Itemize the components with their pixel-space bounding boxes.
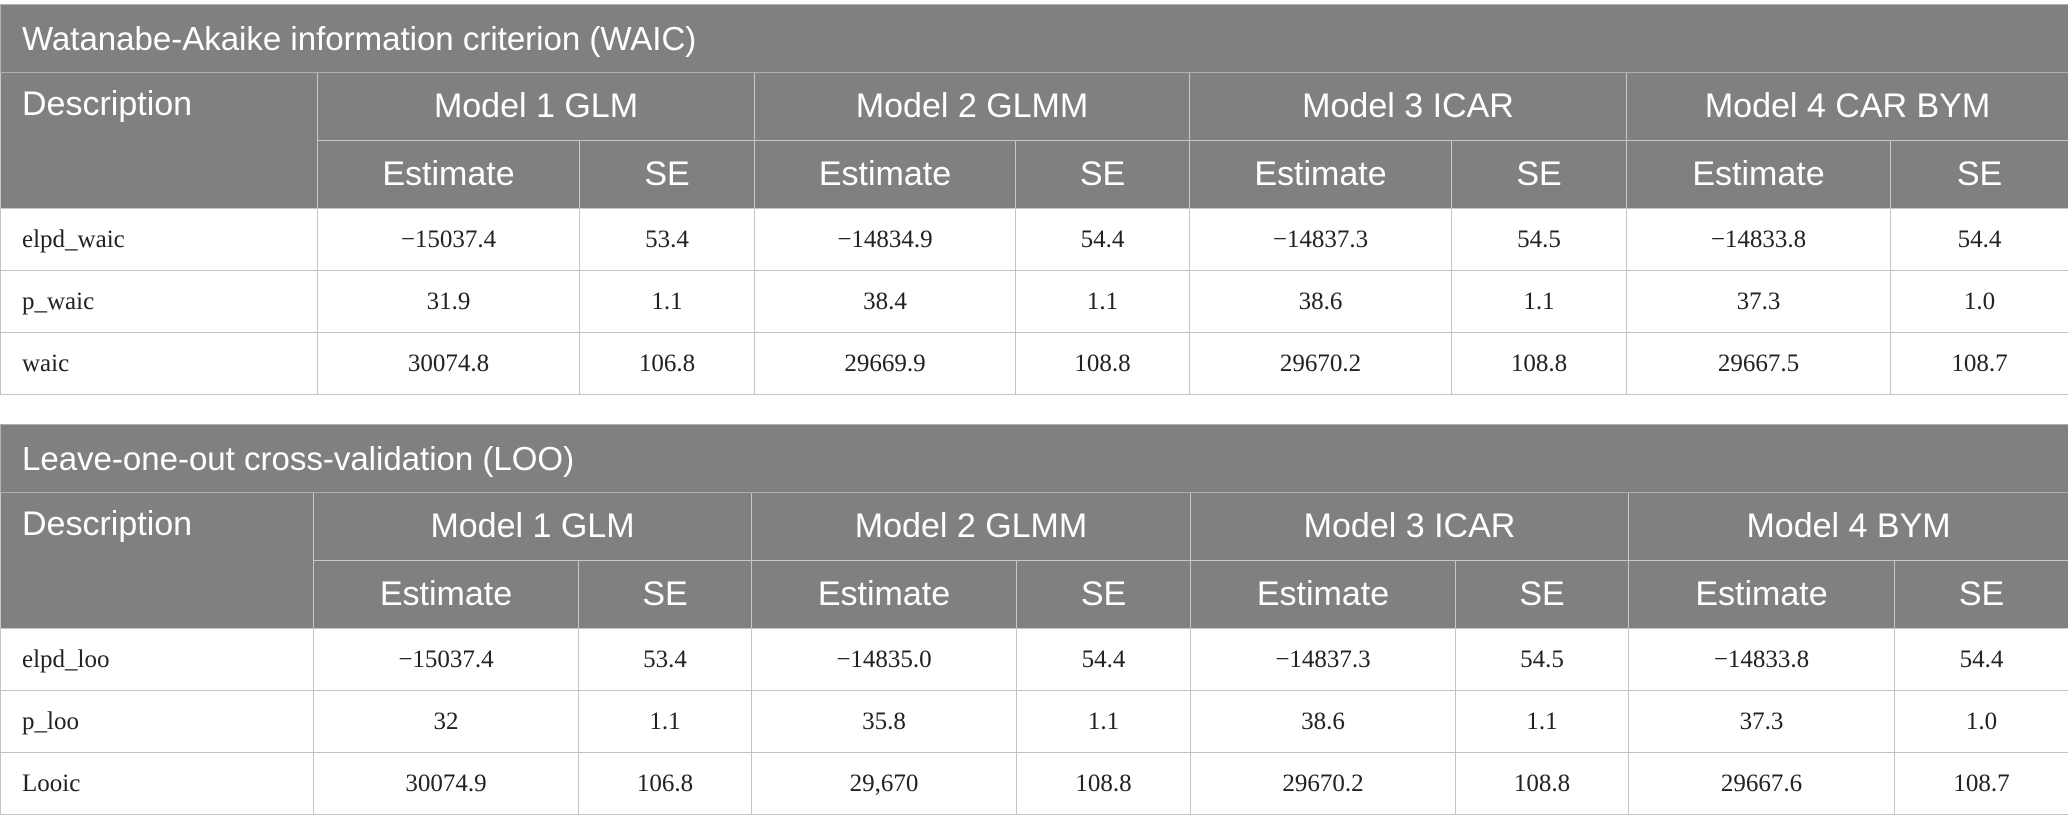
data-row: elpd_waic −15037.4 53.4 −14834.9 54.4 −14837.… <box>0 208 2068 271</box>
cell-value: 30074.8 <box>317 332 580 395</box>
sub-header-row: Estimate SE Estimate SE Estimate SE Estimate SE <box>1 140 2068 209</box>
cell-value: 54.4 <box>1893 628 2068 691</box>
cell-value: 29670.2 <box>1190 752 1456 815</box>
cell-value: 54.5 <box>1455 628 1629 691</box>
cell-value: 29670.2 <box>1189 332 1452 395</box>
cell-value: 1.1 <box>578 690 752 753</box>
cell-value: 38.6 <box>1189 270 1452 333</box>
cell-value: −15037.4 <box>313 628 579 691</box>
model-header: Model 1 GLM <box>317 72 755 141</box>
cell-value: 108.8 <box>1015 332 1190 395</box>
cell-value: 108.7 <box>1893 752 2068 815</box>
cell-value: 53.4 <box>578 628 752 691</box>
model-header: Model 1 GLM <box>313 492 752 561</box>
cell-value: −14833.8 <box>1626 208 1891 271</box>
data-table: Leave-one-out cross-validation (LOO) Desc… <box>0 424 2068 815</box>
cell-value: 37.3 <box>1628 690 1895 753</box>
title-row: Watanabe-Akaike information criterion (W… <box>0 4 2068 73</box>
row-label: p_waic <box>0 270 318 333</box>
waic-table-wrap: Watanabe-Akaike information criterion (W… <box>0 4 2068 395</box>
sub-header: SE <box>578 560 752 629</box>
sub-header: Estimate <box>1189 140 1452 209</box>
cell-value: −14835.0 <box>751 628 1017 691</box>
cell-value: 37.3 <box>1626 270 1891 333</box>
cell-value: 29669.9 <box>754 332 1016 395</box>
data-row: Looic 30074.9 106.8 29,670 108.8 29670.2 108.8… <box>0 752 2068 815</box>
sub-header: Estimate <box>1628 560 1895 629</box>
loo-table-wrap: Leave-one-out cross-validation (LOO) Desc… <box>0 424 2068 815</box>
sub-header: SE <box>1455 560 1629 629</box>
sub-header: Estimate <box>1190 560 1456 629</box>
cell-value: 54.4 <box>1016 628 1191 691</box>
row-label: p_loo <box>0 690 314 753</box>
model-header: Model 4 CAR BYM <box>1625 72 2068 141</box>
cell-value: 54.4 <box>1889 208 2068 271</box>
sub-header: Estimate <box>313 560 579 629</box>
cell-value: 106.8 <box>579 332 755 395</box>
title-row: Leave-one-out cross-validation (LOO) <box>0 424 2068 493</box>
model-header: Model 2 GLMM <box>751 492 1191 561</box>
sub-header: SE <box>579 140 755 209</box>
cell-value: 1.1 <box>1455 690 1629 753</box>
table-title: Leave-one-out cross-validation (LOO) <box>0 424 2068 493</box>
sub-header: SE <box>1451 140 1627 209</box>
cell-value: 30074.9 <box>313 752 579 815</box>
description-header: Description <box>0 72 318 209</box>
cell-value: 108.8 <box>1016 752 1191 815</box>
cell-value: 1.1 <box>1451 270 1627 333</box>
model-header-row: Description Model 1 GLM Model 2 GLMM Model … <box>0 492 2068 629</box>
model-header: Model 3 ICAR <box>1190 492 1629 561</box>
sub-header: Estimate <box>1626 140 1891 209</box>
model-header-row: Description Model 1 GLM Model 2 GLMM Model … <box>0 72 2068 209</box>
data-row: waic 30074.8 106.8 29669.9 108.8 29670.2 108.8… <box>0 332 2068 395</box>
data-row: p_loo 32 1.1 35.8 1.1 38.6 1.1 37.3 1.0 <box>0 690 2068 753</box>
data-row: elpd_loo −15037.4 53.4 −14835.0 54.4 −14837.3… <box>0 628 2068 691</box>
cell-value: −14837.3 <box>1190 628 1456 691</box>
cell-value: 53.4 <box>579 208 755 271</box>
row-label: elpd_waic <box>0 208 318 271</box>
cell-value: 108.7 <box>1889 332 2068 395</box>
model-header: Model 2 GLMM <box>754 72 1190 141</box>
sub-header: Estimate <box>751 560 1017 629</box>
table-title: Watanabe-Akaike information criterion (W… <box>0 4 2068 73</box>
cell-value: 1.0 <box>1889 270 2068 333</box>
description-header: Description <box>0 492 314 629</box>
cell-value: 54.5 <box>1451 208 1627 271</box>
cell-value: 29,670 <box>751 752 1017 815</box>
cell-value: 108.8 <box>1451 332 1627 395</box>
row-label: elpd_loo <box>0 628 314 691</box>
cell-value: 1.1 <box>1015 270 1190 333</box>
row-label: waic <box>0 332 318 395</box>
cell-value: 54.4 <box>1015 208 1190 271</box>
sub-header: SE <box>1893 560 2068 629</box>
cell-value: −14837.3 <box>1189 208 1452 271</box>
cell-value: 38.4 <box>754 270 1016 333</box>
sub-header: SE <box>1889 140 2068 209</box>
sub-header: Estimate <box>754 140 1016 209</box>
cell-value: −15037.4 <box>317 208 580 271</box>
sub-header: SE <box>1016 560 1191 629</box>
cell-value: 31.9 <box>317 270 580 333</box>
cell-value: 1.0 <box>1893 690 2068 753</box>
cell-value: 38.6 <box>1190 690 1456 753</box>
row-label: Looic <box>0 752 314 815</box>
sub-header: Estimate <box>317 140 580 209</box>
cell-value: 29667.5 <box>1626 332 1891 395</box>
data-row: p_waic 31.9 1.1 38.4 1.1 38.6 1.1 37.3 1.0 <box>0 270 2068 333</box>
model-header: Model 4 BYM <box>1627 492 2068 561</box>
cell-value: 29667.6 <box>1628 752 1895 815</box>
cell-value: 1.1 <box>1016 690 1191 753</box>
cell-value: 108.8 <box>1455 752 1629 815</box>
sub-header: SE <box>1015 140 1190 209</box>
cell-value: −14834.9 <box>754 208 1016 271</box>
cell-value: 106.8 <box>578 752 752 815</box>
model-header: Model 3 ICAR <box>1189 72 1627 141</box>
cell-value: 1.1 <box>579 270 755 333</box>
cell-value: 35.8 <box>751 690 1017 753</box>
cell-value: −14833.8 <box>1628 628 1895 691</box>
cell-value: 32 <box>313 690 579 753</box>
data-table: Watanabe-Akaike information criterion (W… <box>0 4 2068 395</box>
